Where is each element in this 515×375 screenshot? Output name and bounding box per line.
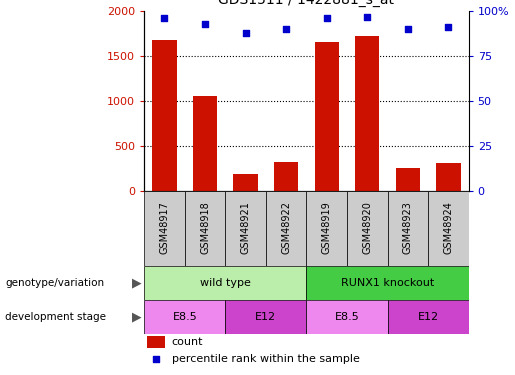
- Bar: [185, 191, 226, 266]
- Bar: [193, 96, 217, 191]
- Text: GSM48917: GSM48917: [160, 201, 169, 254]
- Text: wild type: wild type: [200, 278, 251, 288]
- Bar: [144, 191, 185, 266]
- Bar: [436, 164, 460, 191]
- Bar: [274, 162, 298, 191]
- Text: development stage: development stage: [5, 312, 106, 322]
- Bar: [347, 191, 388, 266]
- Bar: [226, 300, 306, 334]
- Point: [444, 24, 453, 30]
- Text: GSM48919: GSM48919: [322, 201, 332, 254]
- Text: GSM48923: GSM48923: [403, 201, 413, 254]
- Bar: [233, 174, 258, 191]
- Bar: [144, 300, 226, 334]
- Point: [152, 356, 160, 362]
- Bar: [355, 36, 380, 191]
- Bar: [306, 300, 388, 334]
- Text: GSM48922: GSM48922: [281, 201, 291, 254]
- Bar: [144, 266, 306, 300]
- Bar: [428, 191, 469, 266]
- Text: E8.5: E8.5: [173, 312, 197, 322]
- Text: ▶: ▶: [132, 310, 141, 323]
- Bar: [306, 266, 469, 300]
- Bar: [388, 300, 469, 334]
- Point: [322, 15, 331, 21]
- Point: [404, 26, 412, 32]
- Point: [363, 13, 371, 20]
- Title: GDS1511 / 1422881_s_at: GDS1511 / 1422881_s_at: [218, 0, 394, 8]
- Text: E12: E12: [255, 312, 277, 322]
- Text: E8.5: E8.5: [335, 312, 359, 322]
- Text: ▶: ▶: [132, 277, 141, 290]
- Point: [201, 21, 209, 27]
- Text: GSM48924: GSM48924: [443, 201, 453, 254]
- Bar: [152, 40, 177, 191]
- Bar: [315, 42, 339, 191]
- Text: GSM48920: GSM48920: [362, 201, 372, 254]
- Bar: [388, 191, 428, 266]
- Bar: [147, 336, 165, 348]
- Text: RUNX1 knockout: RUNX1 knockout: [341, 278, 434, 288]
- Bar: [266, 191, 306, 266]
- Text: percentile rank within the sample: percentile rank within the sample: [172, 354, 359, 364]
- Bar: [396, 168, 420, 191]
- Bar: [306, 191, 347, 266]
- Bar: [226, 191, 266, 266]
- Point: [160, 15, 168, 21]
- Text: E12: E12: [418, 312, 439, 322]
- Point: [242, 30, 250, 36]
- Text: GSM48921: GSM48921: [241, 201, 251, 254]
- Text: genotype/variation: genotype/variation: [5, 278, 104, 288]
- Point: [282, 26, 290, 32]
- Text: count: count: [172, 337, 203, 347]
- Text: GSM48918: GSM48918: [200, 201, 210, 254]
